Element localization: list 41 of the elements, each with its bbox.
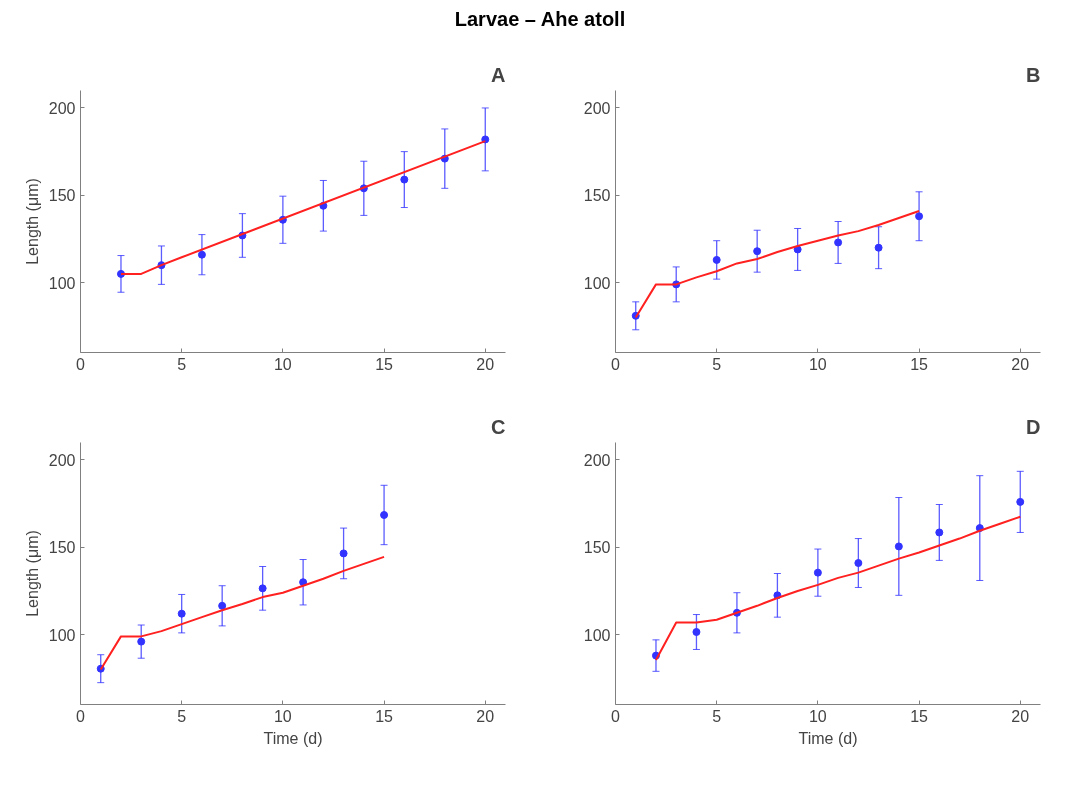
x-tick-label: 5: [712, 707, 722, 725]
x-tick-label: 20: [476, 707, 495, 725]
x-tick-label: 0: [76, 707, 86, 725]
x-tick-label: 20: [476, 355, 495, 373]
y-axis-title: Length (μm): [23, 178, 41, 265]
x-tick-label: 20: [1011, 707, 1030, 725]
y-tick-label: 100: [583, 274, 611, 292]
chart-title: A: [491, 63, 506, 86]
x-tick-label: 15: [375, 707, 394, 725]
x-tick-label: 10: [273, 707, 292, 725]
y-tick-label: 100: [48, 274, 76, 292]
text: Larvae – Ahe atoll: [454, 7, 626, 32]
y-tick-label: 150: [583, 539, 611, 557]
y-tick-label: 150: [48, 187, 76, 205]
y-tick-label: 100: [583, 626, 611, 644]
x-tick-label: 10: [808, 355, 827, 373]
x-tick-label: 20: [1011, 355, 1030, 373]
y-tick-label: 150: [583, 187, 611, 205]
y-tick-label: 150: [48, 539, 76, 557]
y-axis-title: Length (μm): [23, 530, 41, 617]
y-tick-label: 200: [583, 99, 611, 117]
chart-title: B: [1026, 63, 1041, 86]
y-tick-label: 100: [48, 626, 76, 644]
y-tick-label: 200: [48, 451, 76, 469]
x-tick-label: 15: [910, 707, 929, 725]
x-tick-label: 10: [273, 355, 292, 373]
chart-title: C: [491, 415, 506, 438]
x-tick-label: 0: [611, 355, 621, 373]
x-tick-label: 5: [177, 355, 187, 373]
chart-title: D: [1026, 415, 1041, 438]
x-axis-title: Time (d): [798, 729, 858, 747]
y-tick-label: 200: [583, 451, 611, 469]
x-tick-label: 10: [808, 707, 827, 725]
x-tick-label: 0: [611, 707, 621, 725]
x-tick-label: 15: [375, 355, 394, 373]
x-tick-label: 5: [712, 355, 722, 373]
x-tick-label: 15: [910, 355, 929, 373]
x-tick-label: 0: [76, 355, 86, 373]
x-axis-title: Time (d): [263, 729, 323, 747]
y-tick-label: 200: [48, 99, 76, 117]
x-tick-label: 5: [177, 707, 187, 725]
